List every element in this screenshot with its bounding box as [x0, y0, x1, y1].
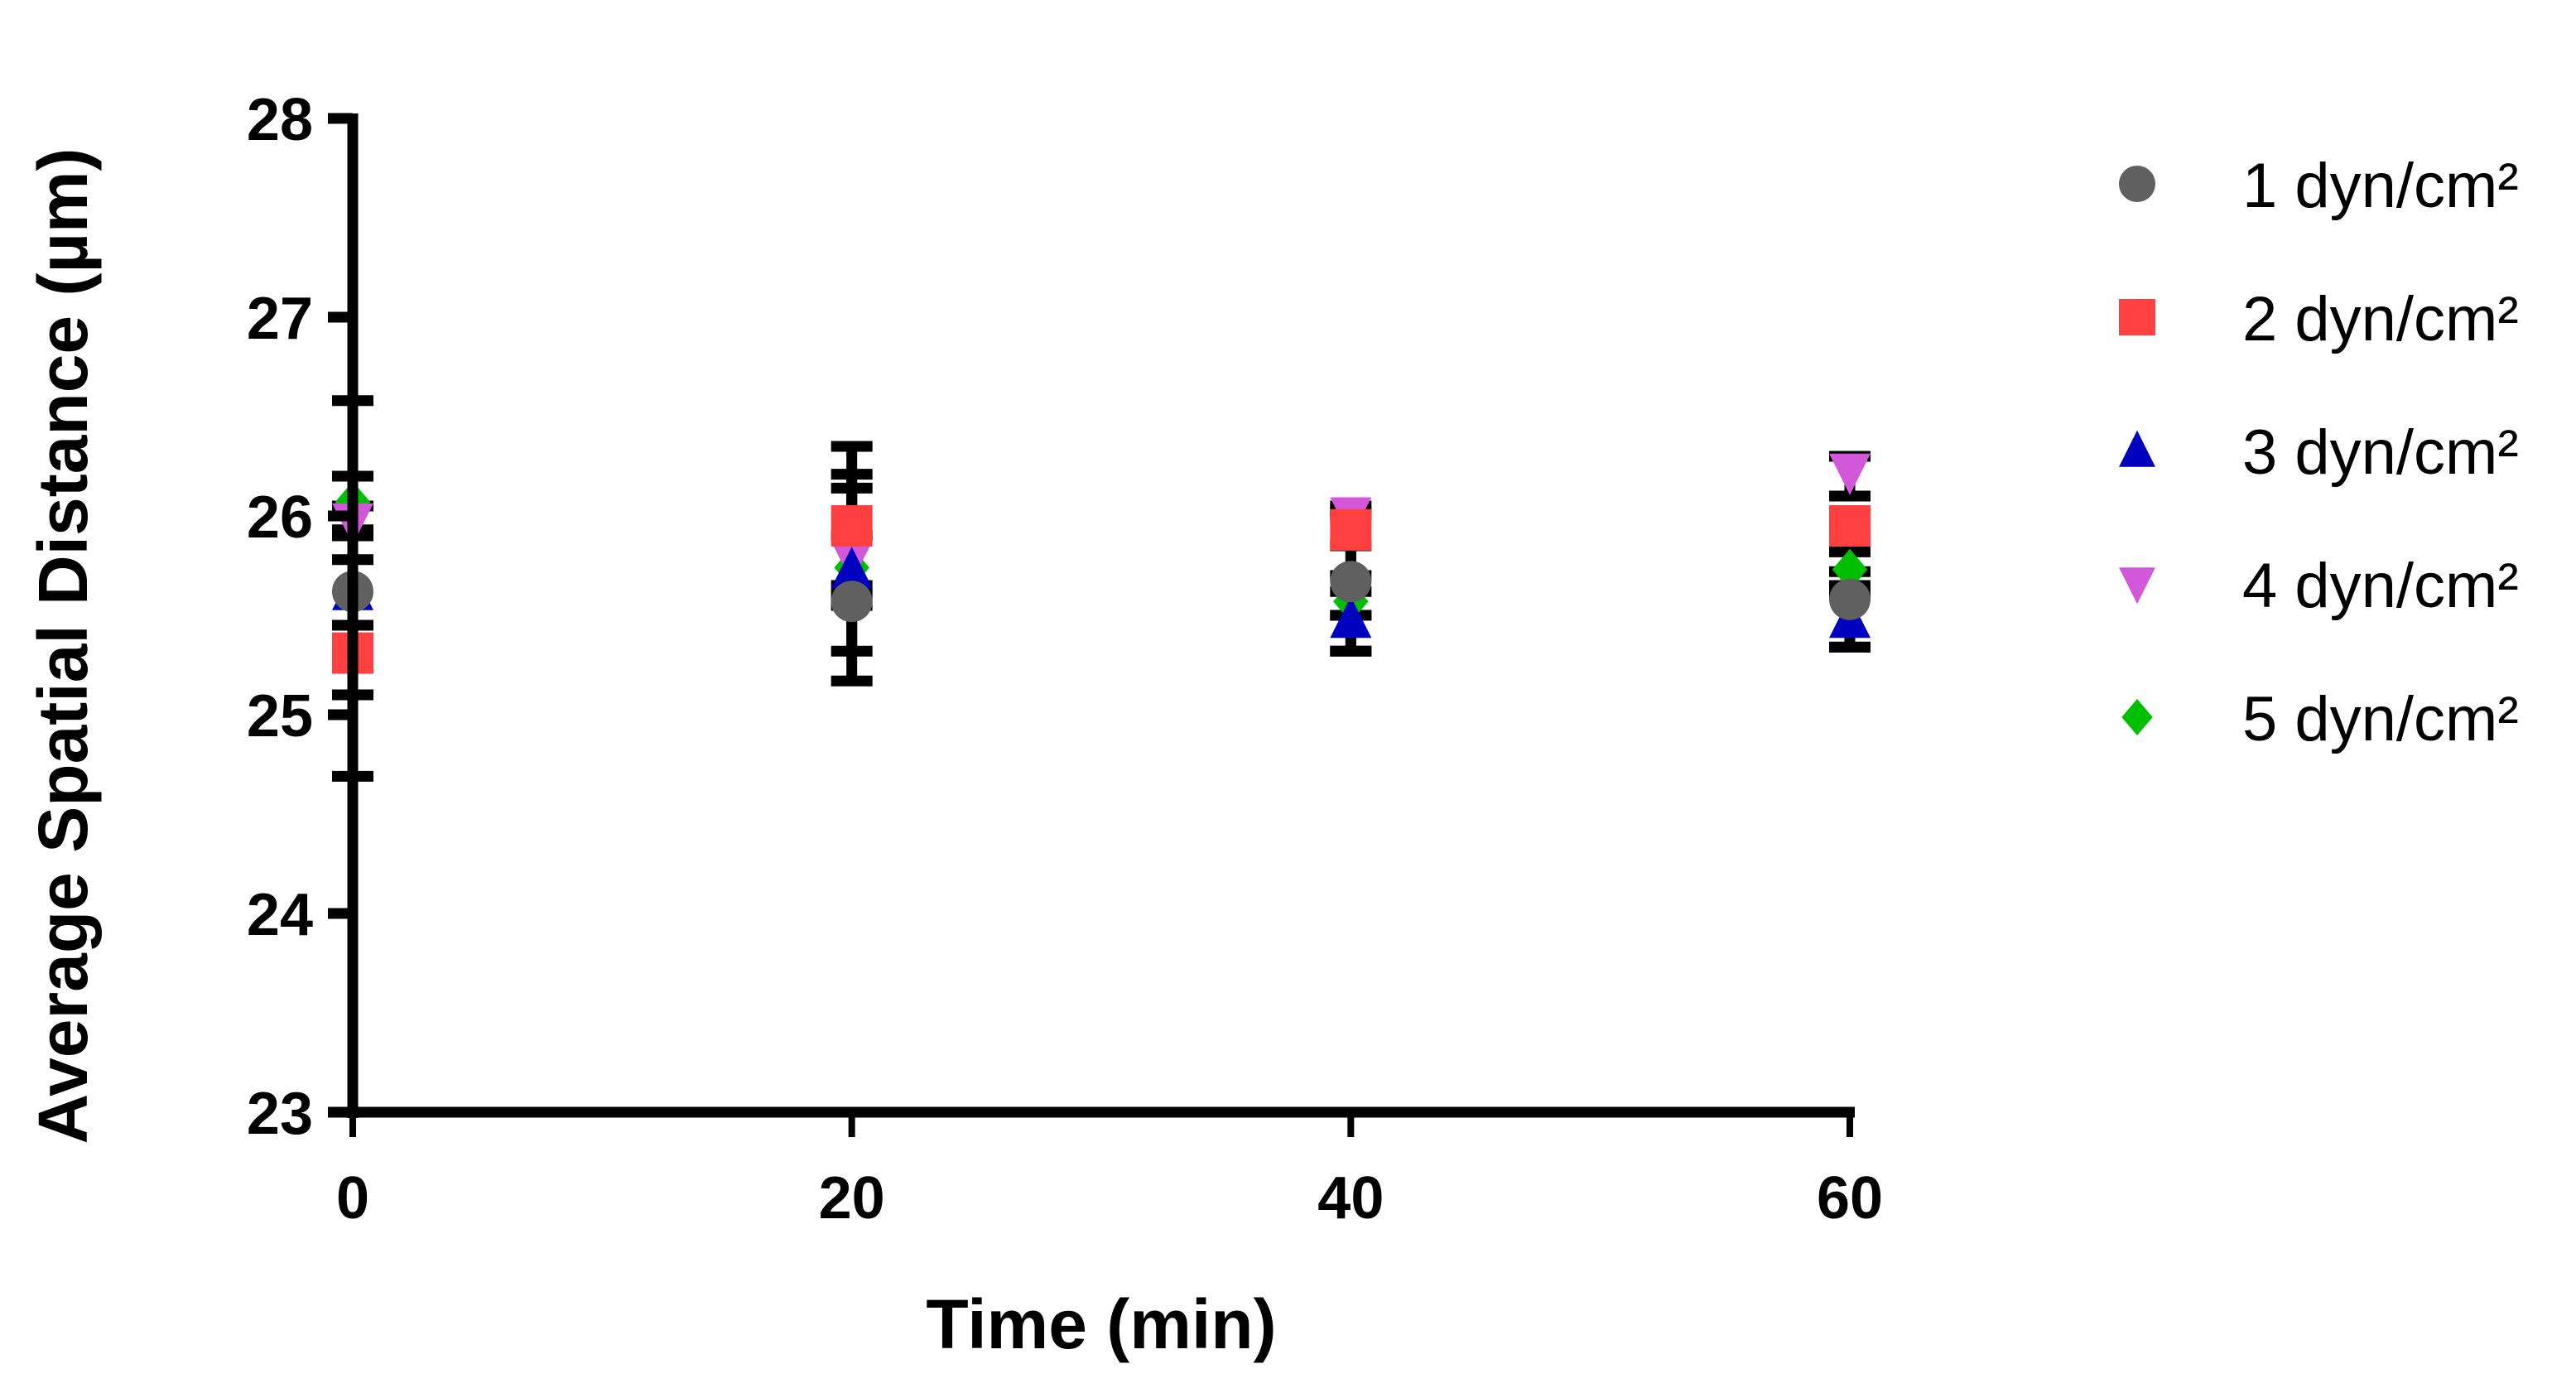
legend: 1 dyn/cm² 2 dyn/cm² 3 dyn/cm² 4 dyn/cm² 5 dy… [2119, 151, 2519, 754]
triangle-down-marker-icon [2119, 567, 2155, 605]
y-tick-label: 24 [247, 882, 313, 948]
x-tick-label: 40 [1317, 1165, 1384, 1231]
triangle-up-marker-icon [2119, 430, 2155, 467]
x-tick-label: 60 [1817, 1165, 1883, 1231]
square-marker-icon [2119, 299, 2155, 335]
y-tick-label: 23 [247, 1081, 313, 1147]
circle-marker-icon [2119, 166, 2155, 202]
y-axis: 23 24 25 26 27 28 [247, 87, 359, 1147]
diamond-marker-icon [2121, 699, 2153, 735]
y-tick-label: 28 [247, 87, 313, 153]
diamond-marker-icon [1832, 548, 1868, 590]
x-axis-title: Time (min) [926, 1285, 1276, 1363]
error-bars [332, 395, 1871, 782]
circle-marker-icon [831, 581, 873, 623]
y-axis-title: Average Spatial Distance (µm) [24, 147, 102, 1144]
triangle-up-marker-icon [1330, 596, 1372, 639]
y-tick-label: 25 [247, 683, 313, 749]
legend-item: 3 dyn/cm² [2119, 417, 2519, 488]
triangle-up-marker-icon [831, 547, 873, 589]
x-tick-label: 0 [336, 1165, 369, 1231]
square-marker-icon [1829, 505, 1871, 547]
legend-label: 1 dyn/cm² [2242, 151, 2519, 221]
x-axis: 0 20 40 60 [336, 1106, 1883, 1231]
legend-item: 5 dyn/cm² [2121, 684, 2519, 754]
legend-item: 2 dyn/cm² [2119, 284, 2519, 354]
circle-marker-icon [1330, 561, 1372, 603]
y-tick-label: 26 [247, 484, 313, 551]
legend-label: 3 dyn/cm² [2242, 417, 2519, 488]
legend-label: 5 dyn/cm² [2242, 684, 2519, 754]
x-tick-label: 20 [819, 1165, 885, 1231]
square-marker-icon [831, 505, 873, 547]
circle-marker-icon [1829, 578, 1871, 620]
legend-item: 1 dyn/cm² [2119, 151, 2519, 221]
triangle-down-marker-icon [1829, 453, 1871, 495]
data-points [332, 453, 1871, 674]
legend-label: 4 dyn/cm² [2242, 551, 2519, 621]
y-tick-label: 27 [247, 286, 313, 352]
square-marker-icon [1330, 508, 1372, 551]
legend-item: 4 dyn/cm² [2119, 551, 2519, 621]
legend-label: 2 dyn/cm² [2242, 284, 2519, 354]
